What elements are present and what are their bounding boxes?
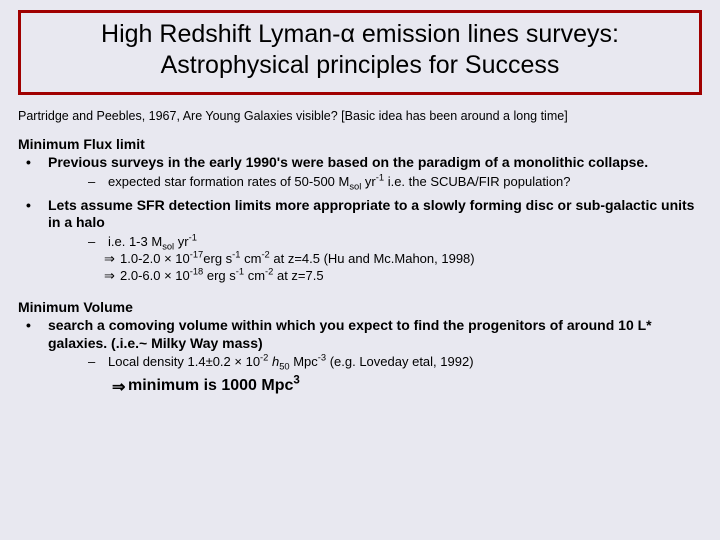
flux-sub-1-item: expected star formation rates of 50-500 … [48,174,702,191]
volume-sub-1-item: Local density 1.4±0.2 × 10-2 h50 Mpc-3 (… [48,354,702,371]
flux-bullets: Previous surveys in the early 1990's wer… [18,154,702,285]
section-head-flux: Minimum Flux limit [18,136,702,152]
flux-sub-1: expected star formation rates of 50-500 … [48,174,702,191]
final-conclusion: minimum is 1000 Mpc3 [18,377,702,395]
imply-1: 1.0-2.0 × 10-17erg s-1 cm-2 at z=4.5 (Hu… [48,251,702,268]
volume-sub-1: Local density 1.4±0.2 × 10-2 h50 Mpc-3 (… [48,354,702,371]
imply-2: 2.0-6.0 × 10-18 erg s-1 cm-2 at z=7.5 [48,268,702,285]
flux-sub-2: i.e. 1-3 Msol yr-1 1.0-2.0 × 10-17erg s-… [48,234,702,286]
flux-sub-2-item: i.e. 1-3 Msol yr-1 [48,234,702,251]
flux-bullet-2: Lets assume SFR detection limits more ap… [18,197,702,286]
title-line-1: High Redshift Lyman-α emission lines sur… [31,19,689,50]
volume-bullet-1: search a comoving volume within which yo… [18,317,702,371]
flux-bullet-1: Previous surveys in the early 1990's wer… [18,154,702,190]
volume-bullets: search a comoving volume within which yo… [18,317,702,371]
reference-citation: Partridge and Peebles, 1967, Are Young G… [18,109,702,125]
title-box: High Redshift Lyman-α emission lines sur… [18,10,702,95]
section-head-volume: Minimum Volume [18,299,702,315]
title-line-2: Astrophysical principles for Success [31,50,689,81]
